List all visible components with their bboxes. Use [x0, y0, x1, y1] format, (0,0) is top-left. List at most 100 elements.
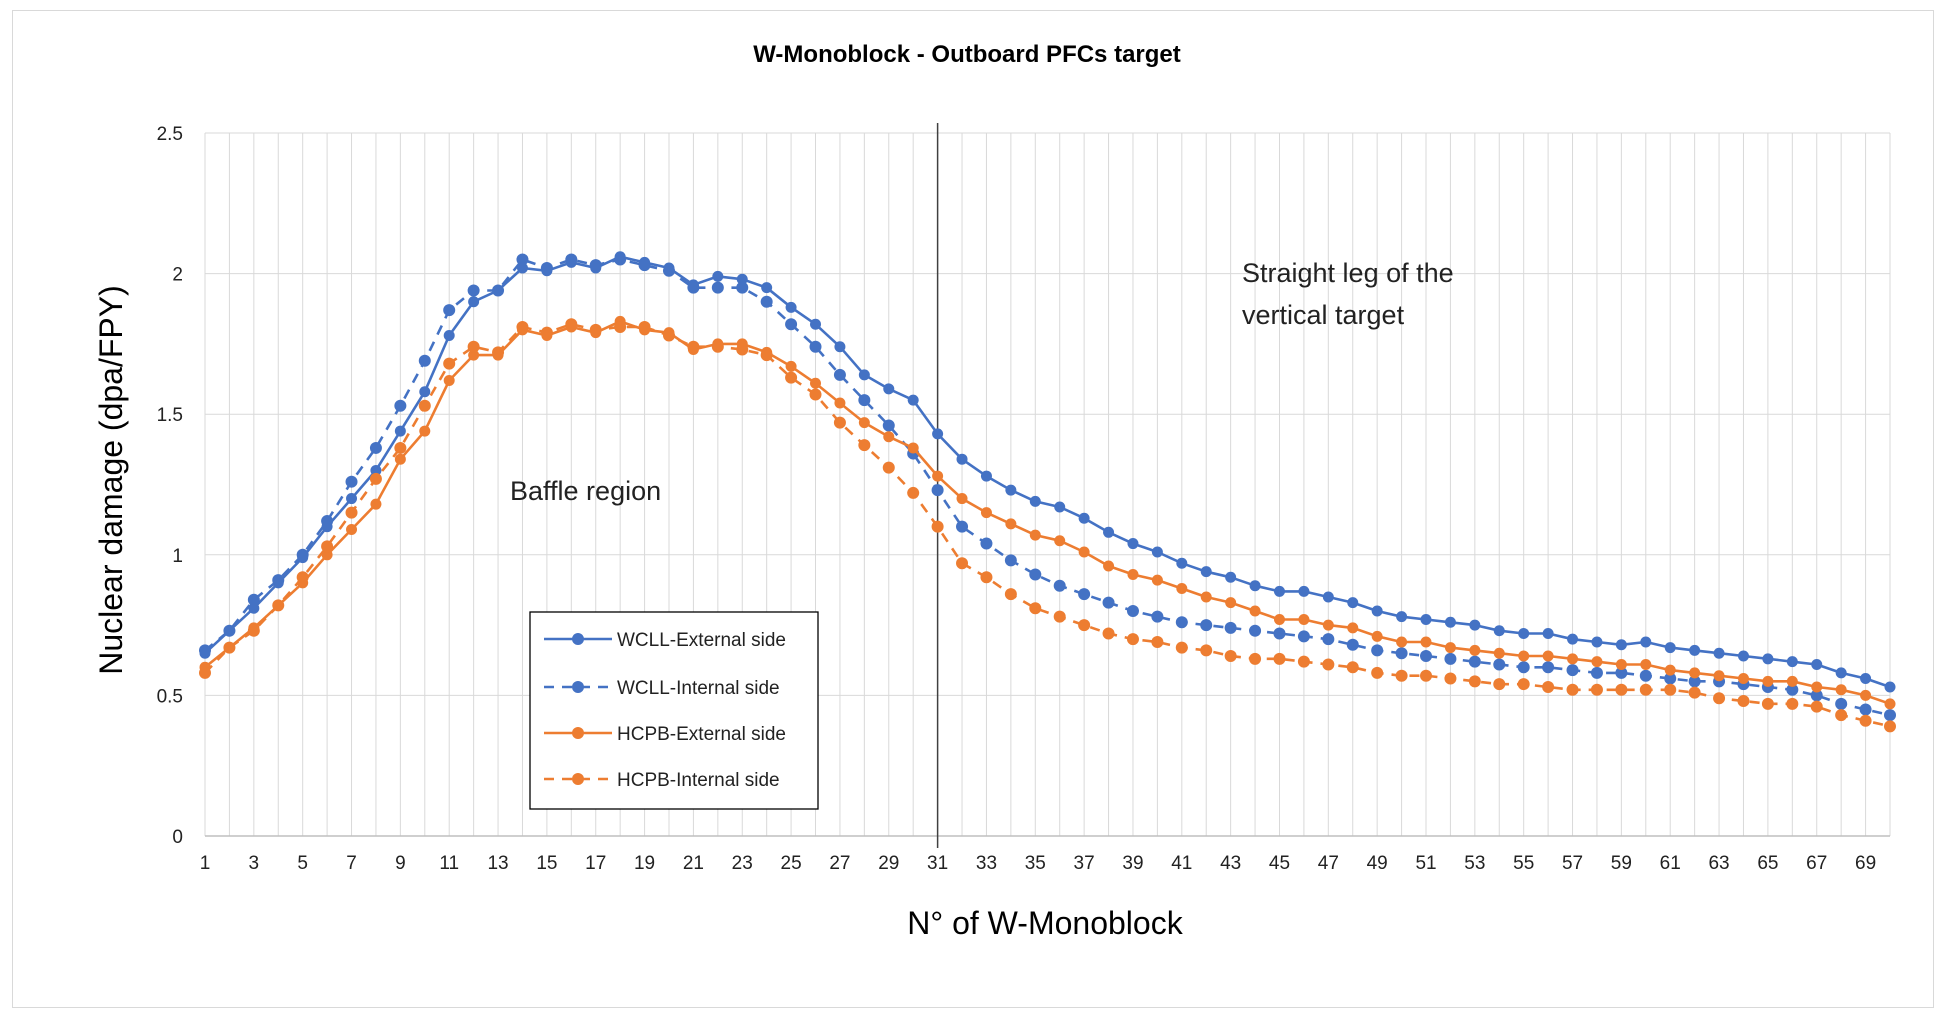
data-point: [443, 357, 456, 370]
data-point: [468, 296, 480, 308]
data-point: [833, 416, 846, 429]
data-point: [1762, 675, 1774, 687]
data-point: [1811, 658, 1823, 670]
data-point: [1078, 619, 1091, 632]
data-point: [736, 273, 748, 285]
data-point: [1566, 683, 1579, 696]
annotation-vertical-target: vertical target: [1242, 300, 1405, 330]
data-point: [1005, 484, 1017, 496]
data-point: [1297, 630, 1310, 643]
data-point: [1396, 611, 1408, 623]
data-point: [1005, 518, 1017, 530]
x-tick-label: 15: [536, 853, 557, 874]
data-point: [1078, 512, 1090, 524]
data-point: [540, 261, 553, 274]
data-point: [1395, 669, 1408, 682]
data-point: [1639, 683, 1652, 696]
legend-label: WCLL-External side: [617, 630, 786, 651]
data-point: [1200, 566, 1212, 578]
data-point: [1615, 666, 1628, 679]
series-line-wcll-external-side: [204, 255, 1891, 689]
data-point: [687, 281, 700, 294]
data-point: [1737, 695, 1750, 708]
data-point: [932, 470, 944, 482]
x-tick-label: 17: [585, 853, 606, 874]
x-tick-label: 33: [976, 853, 997, 874]
data-point: [1420, 650, 1433, 663]
x-tick-label: 21: [683, 853, 704, 874]
annotation-straight-leg: Straight leg of the: [1242, 258, 1454, 288]
data-point: [1884, 720, 1896, 733]
y-tick-label: 1.5: [157, 405, 183, 426]
data-point: [1151, 610, 1164, 623]
data-point: [907, 394, 919, 406]
data-point: [370, 464, 382, 476]
data-point: [1347, 597, 1359, 609]
data-point: [1176, 583, 1188, 595]
data-point: [1615, 683, 1628, 696]
x-tick-label: 41: [1171, 853, 1192, 874]
legend-marker: [572, 681, 584, 693]
data-point: [516, 321, 529, 334]
data-point: [345, 506, 358, 519]
data-point: [1518, 628, 1530, 640]
data-point: [247, 624, 260, 637]
data-point: [956, 520, 969, 533]
data-point: [321, 540, 334, 553]
data-point: [1371, 666, 1384, 679]
x-tick-label: 9: [395, 853, 406, 874]
data-point: [1322, 633, 1335, 646]
x-tick-label: 35: [1025, 853, 1046, 874]
data-point: [1713, 692, 1726, 705]
data-point: [858, 417, 870, 429]
data-point: [882, 461, 895, 474]
legend-marker: [572, 727, 584, 739]
chart-frame: [12, 10, 1934, 1008]
data-point: [467, 340, 480, 353]
data-point: [1371, 605, 1383, 617]
data-point: [1640, 636, 1652, 648]
data-point: [712, 270, 724, 282]
data-point: [1004, 588, 1017, 601]
series-hcpb-internal-side: [199, 318, 1896, 733]
data-point: [1102, 627, 1115, 640]
data-point: [785, 301, 797, 313]
data-point: [272, 599, 285, 612]
data-point: [760, 295, 773, 308]
data-point: [1053, 610, 1066, 623]
legend-marker: [572, 773, 584, 785]
x-tick-label: 39: [1122, 853, 1143, 874]
data-point: [1860, 689, 1872, 701]
data-point: [980, 571, 993, 584]
data-point: [1103, 560, 1115, 572]
legend: WCLL-External side WCLL-Internal side HCPB…: [529, 611, 819, 810]
data-point: [321, 549, 333, 561]
data-point: [1273, 613, 1285, 625]
data-point: [1737, 673, 1749, 685]
x-tick-label: 29: [878, 853, 899, 874]
data-point: [638, 321, 651, 334]
data-point: [614, 253, 627, 266]
x-axis-title: N° of W-Monoblock: [907, 905, 1183, 941]
data-point: [956, 557, 969, 570]
data-point: [1689, 644, 1701, 656]
y-tick-label: 2.5: [157, 124, 183, 145]
legend-label: HCPB-External side: [617, 724, 786, 745]
data-point: [882, 419, 895, 432]
data-point: [1297, 655, 1310, 668]
data-point: [199, 666, 211, 679]
data-point: [1322, 619, 1334, 631]
data-point: [1493, 625, 1505, 637]
annotation-baffle-region: Baffle region: [510, 476, 661, 506]
y-tick-label: 2: [172, 265, 183, 286]
data-point: [1811, 681, 1823, 693]
x-tick-label: 45: [1269, 853, 1290, 874]
data-point: [1688, 686, 1701, 699]
data-point: [1884, 709, 1896, 722]
data-point: [980, 507, 992, 519]
data-point: [1322, 658, 1335, 671]
data-point: [1542, 650, 1554, 662]
data-point: [932, 428, 944, 440]
data-point: [883, 431, 895, 443]
data-point: [980, 537, 993, 550]
